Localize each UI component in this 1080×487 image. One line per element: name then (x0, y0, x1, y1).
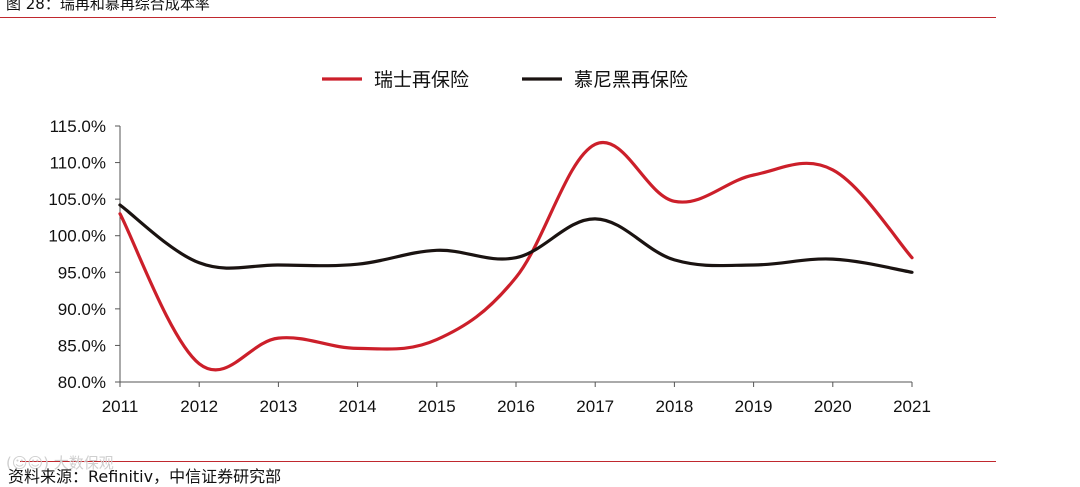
x-tick-label: 2014 (339, 397, 377, 416)
header-rule (0, 17, 996, 18)
x-tick-label: 2015 (418, 397, 456, 416)
x-tick-label: 2012 (180, 397, 218, 416)
x-tick-label: 2013 (259, 397, 297, 416)
x-tick-label: 2018 (655, 397, 693, 416)
x-tick-label: 2011 (102, 397, 139, 416)
y-tick-label: 80.0% (58, 373, 106, 392)
y-tick-label: 115.0% (50, 117, 106, 136)
y-tick-label: 110.0% (50, 154, 106, 173)
watermark-text: (☺☺) 大数保观 (6, 454, 114, 472)
y-tick-label: 95.0% (58, 263, 106, 282)
x-tick-label: 2017 (576, 397, 614, 416)
series-line-swiss-re (118, 140, 914, 372)
legend-label: 慕尼黑再保险 (574, 69, 688, 91)
y-tick-label: 100.0% (48, 227, 106, 246)
y-tick-label: 105.0% (48, 190, 106, 209)
y-tick-label: 85.0% (58, 336, 106, 355)
x-tick-label: 2020 (814, 397, 852, 416)
figure-title: 图 28：瑞再和慕再综合成本率 (6, 0, 210, 13)
x-tick-label: 2021 (893, 397, 931, 416)
x-tick-label: 2019 (735, 397, 773, 416)
footer-rule (20, 461, 996, 462)
legend-label: 瑞士再保险 (374, 69, 469, 91)
y-tick-label: 90.0% (58, 300, 106, 319)
source-note: 资料来源：Refinitiv，中信证券研究部 (8, 467, 282, 486)
series-line-munich-re (118, 203, 914, 274)
x-tick-label: 2016 (497, 397, 535, 416)
